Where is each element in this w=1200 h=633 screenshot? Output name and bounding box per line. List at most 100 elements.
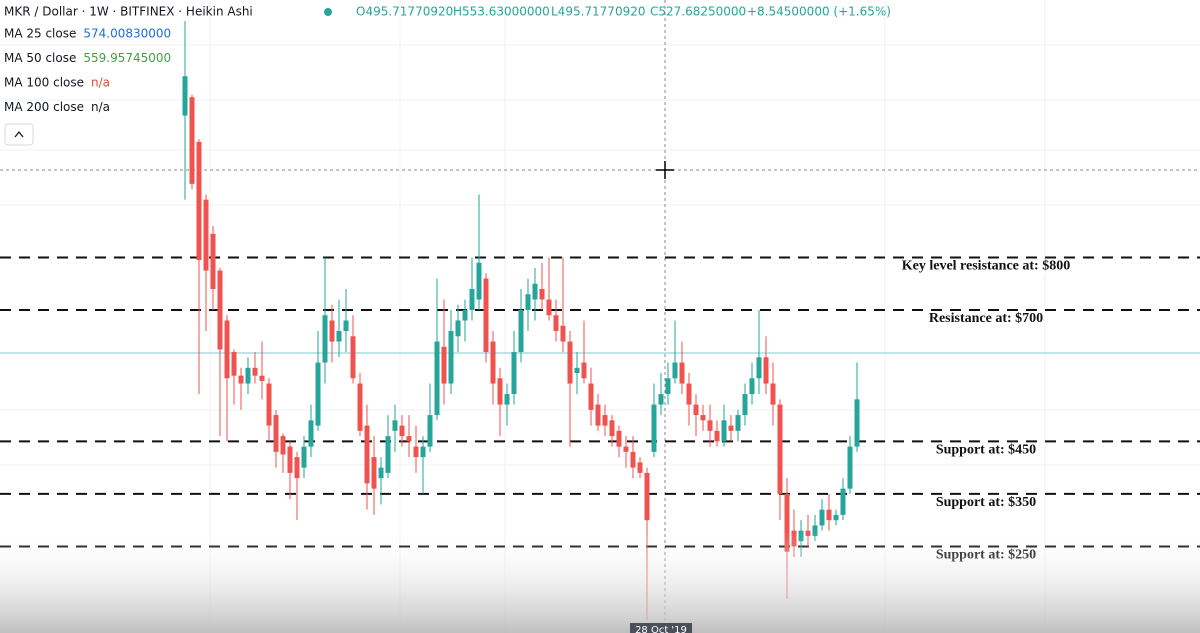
candle-body [588, 383, 594, 410]
level-label-bg [932, 442, 1040, 458]
candle-body [434, 341, 440, 416]
legend-value: 574.00830000 [83, 27, 171, 41]
candle-body [819, 509, 825, 526]
candle-body [350, 336, 356, 379]
level-label-bg [925, 311, 1047, 327]
candle-body [518, 310, 524, 353]
candle-body [441, 346, 447, 384]
candle-body [280, 436, 286, 455]
candle-body [826, 509, 832, 521]
candle-body [637, 462, 643, 473]
candle-body [833, 514, 839, 521]
candle-body [644, 472, 650, 521]
candle-body [546, 299, 552, 316]
candle-body [483, 278, 489, 353]
candle-body [700, 415, 706, 421]
level-label: Key level resistance at: $800 [902, 259, 1070, 274]
legend: MA 25 close 574.00830000 MA 50 close 559.95… [4, 27, 171, 115]
candle-body [231, 352, 237, 376]
candle-body [399, 425, 405, 437]
candle-body [182, 76, 188, 116]
candle-body [287, 446, 293, 473]
candle-body [560, 325, 566, 342]
ohlc-open: O495.71770920 [356, 5, 453, 19]
candle-body [420, 446, 426, 458]
candle-body [728, 425, 734, 431]
candle-body [413, 446, 419, 458]
candle-body [581, 362, 587, 379]
candle-body [469, 288, 475, 310]
candle-body [672, 362, 678, 379]
candle-body [665, 378, 671, 395]
candle-body [707, 420, 713, 431]
candle-body [714, 430, 720, 442]
status-dot [324, 8, 332, 16]
candle-body [189, 97, 195, 184]
level-label-bg [898, 258, 1074, 274]
ohlc-low: L495.71770920 [551, 5, 645, 19]
legend-value: 559.95745000 [83, 51, 171, 65]
candle-body [343, 320, 349, 332]
candle-body [238, 375, 244, 384]
legend-name: MA 50 close [4, 51, 76, 65]
candle-body [721, 420, 727, 442]
candle-body [196, 141, 202, 261]
candle-body [357, 383, 363, 431]
ohlc-high: H553.63000000 [453, 5, 550, 19]
candle-body [294, 457, 300, 479]
chart-title: MKR / Dollar · 1W · BITFINEX · Heikin As… [4, 5, 253, 19]
level-label: Support at: $450 [936, 443, 1036, 458]
candle-body [224, 320, 230, 379]
candle-body [497, 378, 503, 405]
candle-body [756, 357, 762, 379]
collapse-button-box[interactable] [4, 123, 34, 146]
candle-body [273, 415, 279, 452]
legend-name: MA 200 close [4, 100, 84, 114]
candle-body [763, 357, 769, 384]
candle-body [525, 294, 531, 310]
bottom-fade [0, 530, 1200, 633]
candle-body [364, 425, 370, 484]
ohlc-readout: O495.71770920 H553.63000000 L495.7177092… [356, 5, 891, 19]
candle-body [623, 446, 629, 452]
candle-body [532, 283, 538, 300]
candle-body [693, 404, 699, 416]
candle-body [847, 446, 853, 489]
candle-body [609, 420, 615, 437]
crosshair-label-box [630, 623, 692, 633]
candle-body [448, 331, 454, 384]
candle-body [329, 320, 335, 342]
candle-body [602, 415, 608, 426]
candle-body [595, 404, 601, 426]
candle-body [378, 467, 384, 479]
candle-body [245, 367, 251, 384]
candle-body [427, 415, 433, 447]
candle-body [252, 367, 258, 376]
candle-body [203, 199, 209, 271]
candle-body [504, 394, 510, 405]
candle-body [511, 352, 517, 395]
candle-body [567, 341, 573, 384]
candle-body [322, 315, 328, 363]
candle-body [336, 331, 342, 342]
candle-body [777, 404, 783, 494]
candles [182, 21, 860, 620]
legend-name: MA 100 close [4, 76, 84, 90]
candle-body [301, 446, 307, 468]
candle-body [553, 315, 559, 332]
candle-body [371, 457, 377, 489]
candle-body [539, 288, 545, 300]
candle-body [651, 404, 657, 452]
candle-body [735, 415, 741, 431]
candle-body [266, 383, 272, 426]
level-label: Resistance at: $700 [929, 311, 1043, 326]
candle-body [840, 488, 846, 515]
candle-body [406, 436, 412, 442]
collapse-button[interactable] [4, 123, 34, 146]
candle-body [462, 310, 468, 321]
collapse-icon [14, 130, 24, 138]
candle-body [210, 233, 216, 289]
crosshair-date-label: 28 Oct '19 [635, 625, 687, 633]
